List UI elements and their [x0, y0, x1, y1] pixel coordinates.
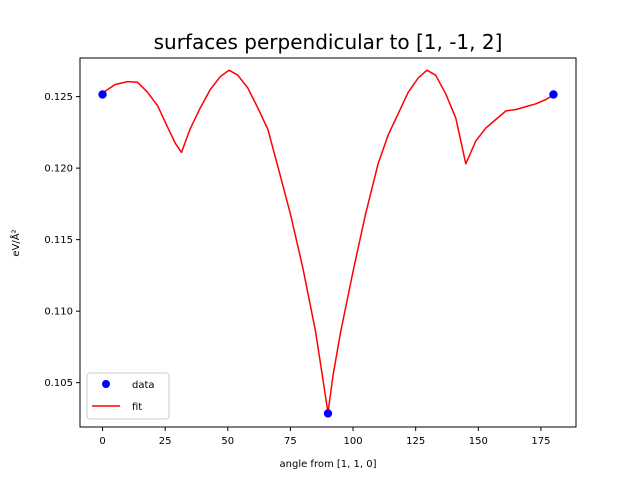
legend-data-label: data	[132, 380, 155, 391]
legend-fit-label: fit	[132, 402, 142, 413]
x-tick-label: 150	[469, 436, 488, 447]
x-tick-label: 0	[99, 436, 105, 447]
data-point	[98, 90, 107, 99]
x-axis-label: angle from [1, 1, 0]	[280, 459, 377, 470]
data-point	[323, 409, 333, 418]
x-tick-label: 125	[406, 436, 425, 447]
y-tick-label: 0.110	[44, 307, 73, 318]
y-tick-label: 0.115	[44, 235, 73, 246]
plot-area	[80, 58, 576, 427]
plot-frame	[79, 57, 577, 428]
ticks-layer: 0 25 50 75 100 125 150 175 0.105 0.110 0.115 0.120 0…	[44, 92, 550, 447]
legend: data fit	[86, 372, 170, 420]
x-tick-label: 100	[344, 436, 363, 447]
y-axis-label: eV/Å²	[9, 229, 22, 256]
legend-box	[86, 372, 170, 420]
y-tick-label: 0.105	[44, 378, 73, 389]
series-layer	[98, 69, 558, 418]
y-tick-label: 0.120	[44, 164, 73, 175]
x-tick-label: 75	[284, 436, 297, 447]
data-point	[549, 90, 558, 99]
x-tick-label: 50	[221, 436, 234, 447]
legend-data-marker	[102, 380, 110, 388]
chart-title: surfaces perpendicular to [1, -1, 2]	[154, 30, 503, 54]
y-tick-label: 0.125	[44, 92, 73, 103]
x-tick-label: 175	[531, 436, 550, 447]
x-tick-label: 25	[159, 436, 172, 447]
